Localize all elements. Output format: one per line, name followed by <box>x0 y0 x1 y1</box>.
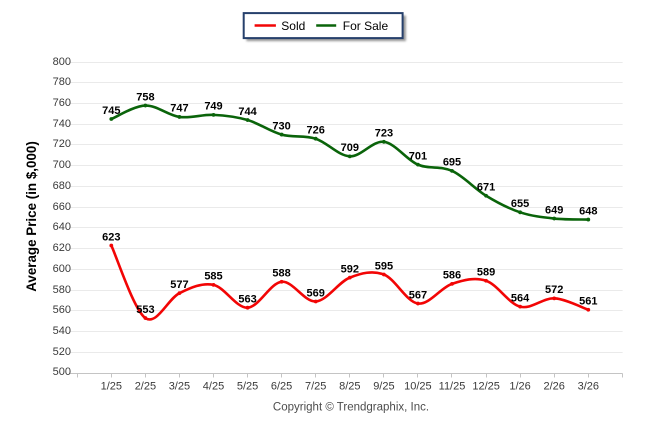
svg-text:720: 720 <box>53 138 71 150</box>
svg-text:3/26: 3/26 <box>578 381 599 393</box>
svg-text:680: 680 <box>53 180 71 192</box>
svg-text:572: 572 <box>545 284 563 296</box>
svg-text:Average Price (in $,000): Average Price (in $,000) <box>24 141 39 292</box>
svg-text:500: 500 <box>53 366 71 378</box>
svg-text:726: 726 <box>307 125 325 137</box>
svg-text:709: 709 <box>341 142 359 154</box>
svg-text:588: 588 <box>272 268 290 280</box>
svg-text:589: 589 <box>477 267 495 279</box>
svg-text:640: 640 <box>53 221 71 233</box>
svg-text:671: 671 <box>477 182 495 194</box>
svg-text:623: 623 <box>102 231 120 243</box>
svg-text:3/25: 3/25 <box>169 381 190 393</box>
svg-text:520: 520 <box>53 346 71 358</box>
svg-text:2/26: 2/26 <box>543 381 564 393</box>
svg-text:595: 595 <box>375 260 393 272</box>
svg-text:6/25: 6/25 <box>271 381 292 393</box>
svg-text:564: 564 <box>511 293 530 305</box>
svg-text:655: 655 <box>511 198 529 210</box>
svg-text:For Sale: For Sale <box>343 19 389 33</box>
svg-text:723: 723 <box>375 128 393 140</box>
svg-text:701: 701 <box>409 150 427 162</box>
svg-text:800: 800 <box>53 56 71 68</box>
svg-text:567: 567 <box>409 289 427 301</box>
svg-text:569: 569 <box>307 287 325 299</box>
svg-text:730: 730 <box>272 120 290 132</box>
svg-text:648: 648 <box>579 205 597 217</box>
svg-text:747: 747 <box>170 103 188 115</box>
svg-text:12/25: 12/25 <box>472 381 500 393</box>
svg-text:Sold: Sold <box>281 19 305 33</box>
svg-text:4/25: 4/25 <box>203 381 224 393</box>
svg-text:744: 744 <box>238 106 257 118</box>
svg-text:745: 745 <box>102 105 120 117</box>
svg-text:2/25: 2/25 <box>135 381 156 393</box>
svg-text:560: 560 <box>53 304 71 316</box>
svg-text:660: 660 <box>53 201 71 213</box>
svg-text:586: 586 <box>443 270 461 282</box>
svg-text:649: 649 <box>545 204 563 216</box>
svg-text:695: 695 <box>443 157 461 169</box>
svg-text:7/25: 7/25 <box>305 381 326 393</box>
svg-text:577: 577 <box>170 279 188 291</box>
svg-text:600: 600 <box>53 263 71 275</box>
svg-text:758: 758 <box>136 91 154 103</box>
svg-text:10/25: 10/25 <box>404 381 432 393</box>
svg-text:585: 585 <box>204 271 222 283</box>
svg-text:563: 563 <box>238 294 256 306</box>
svg-text:1/26: 1/26 <box>509 381 530 393</box>
svg-text:9/25: 9/25 <box>373 381 394 393</box>
svg-text:760: 760 <box>53 97 71 109</box>
svg-text:540: 540 <box>53 325 71 337</box>
svg-text:580: 580 <box>53 284 71 296</box>
svg-text:1/25: 1/25 <box>101 381 122 393</box>
svg-text:780: 780 <box>53 76 71 88</box>
svg-text:700: 700 <box>53 159 71 171</box>
svg-text:561: 561 <box>579 296 597 308</box>
svg-text:Copyright © Trendgraphix, Inc.: Copyright © Trendgraphix, Inc. <box>273 401 429 413</box>
svg-text:11/25: 11/25 <box>439 381 466 393</box>
svg-text:5/25: 5/25 <box>237 381 258 393</box>
svg-text:620: 620 <box>53 242 71 254</box>
svg-text:8/25: 8/25 <box>339 381 360 393</box>
svg-text:553: 553 <box>136 304 154 316</box>
svg-text:740: 740 <box>53 118 71 130</box>
svg-text:749: 749 <box>204 101 222 113</box>
svg-text:592: 592 <box>341 263 359 275</box>
